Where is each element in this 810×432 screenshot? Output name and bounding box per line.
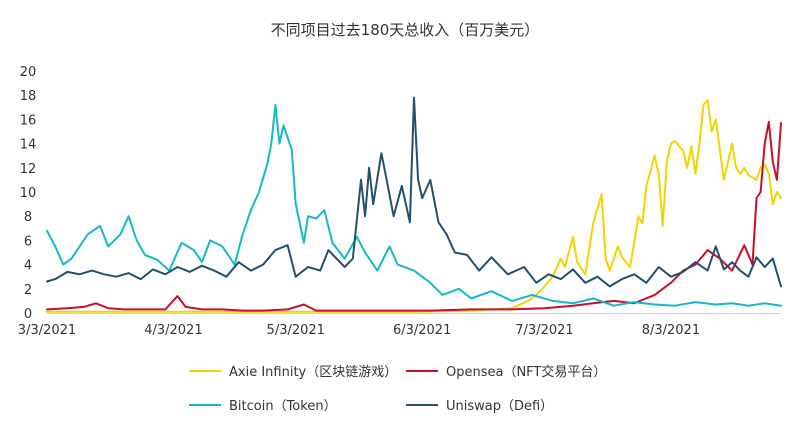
y-tick-label: 10 <box>20 186 37 201</box>
series-line-4 <box>46 96 782 288</box>
series-line-1 <box>46 99 782 313</box>
x-tick-label: 4/3/2021 <box>144 323 202 338</box>
y-tick-label: 0 <box>24 307 32 322</box>
x-tick-label: 3/3/2021 <box>18 323 76 338</box>
y-tick-label: 6 <box>24 234 32 249</box>
y-tick-label: 18 <box>20 89 37 104</box>
x-tick-label: 7/3/2021 <box>515 323 573 338</box>
legend-label-2: Opensea（NFT交易平台） <box>446 364 606 380</box>
legend-label-3: Bitcoin（Token） <box>229 399 337 414</box>
chart-title: 不同项目过去180天总收入（百万美元） <box>271 21 540 39</box>
y-tick-label: 2 <box>24 283 32 298</box>
y-tick-label: 4 <box>24 259 32 274</box>
legend: Axie Infinity（区块链游戏） Opensea（NFT交易平台） Bitc… <box>189 364 606 414</box>
y-tick-label: 12 <box>20 162 37 177</box>
y-tick-label: 16 <box>20 113 37 128</box>
series-line-3 <box>46 103 782 307</box>
plot-area <box>46 96 782 313</box>
series-line-2 <box>46 120 782 312</box>
legend-label-1: Axie Infinity（区块链游戏） <box>229 365 397 380</box>
x-tick-label: 8/3/2021 <box>642 323 700 338</box>
x-axis: 3/3/2021 4/3/2021 5/3/2021 6/3/2021 7/3/2021… <box>18 323 700 338</box>
legend-label-4: Uniswap（Defi） <box>446 399 553 414</box>
y-tick-label: 14 <box>20 138 37 153</box>
y-axis: 0 2 4 6 8 10 12 14 16 18 20 <box>20 65 37 322</box>
x-tick-label: 6/3/2021 <box>393 323 451 338</box>
y-tick-label: 8 <box>24 210 32 225</box>
x-tick-label: 5/3/2021 <box>267 323 325 338</box>
y-tick-label: 20 <box>20 65 37 80</box>
